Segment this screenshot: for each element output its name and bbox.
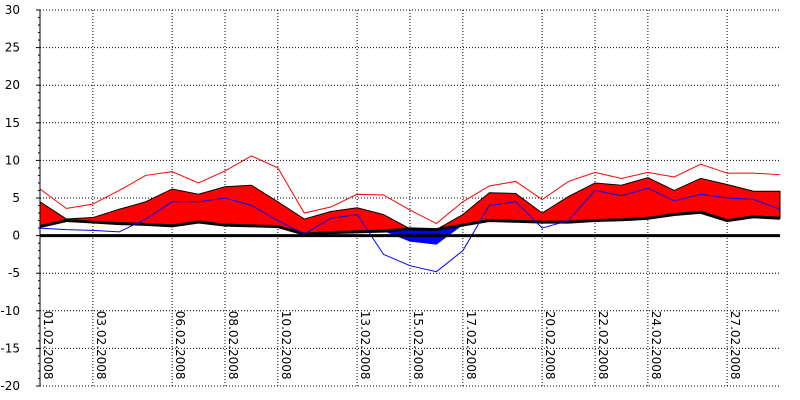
x-tick-label: 27.02.2008 (728, 311, 742, 380)
x-tick-label: 15.02.2008 (411, 311, 425, 380)
y-tick-label: 20 (5, 78, 20, 92)
y-tick-label: -10 (0, 304, 20, 318)
x-tick-label: 08.02.2008 (226, 311, 240, 380)
max-line (39, 155, 781, 225)
lower-bound-line (39, 210, 781, 236)
series-lines (39, 155, 781, 273)
min-line (39, 187, 781, 273)
x-tick-label: 22.02.2008 (596, 311, 610, 380)
x-tick-label: 01.02.2008 (41, 311, 55, 380)
axes (36, 9, 780, 387)
x-tick-label: 06.02.2008 (173, 311, 187, 380)
x-tick-labels: 01.02.2008 03.02.2008 06.02.2008 08.02.2008… (41, 311, 742, 380)
y-tick-label: -5 (8, 266, 20, 280)
y-tick-labels: 30 25 20 15 10 5 0 -5 -10 -15 -20 (0, 3, 20, 393)
x-tick-label: 24.02.2008 (649, 311, 663, 380)
x-tick-label: 13.02.2008 (358, 311, 372, 380)
y-tick-label: -15 (0, 341, 20, 355)
y-tick-label: 10 (5, 153, 20, 167)
y-tick-label: 25 (5, 41, 20, 55)
y-tick-label: 0 (12, 229, 20, 243)
x-tick-label: 03.02.2008 (94, 311, 108, 380)
y-tick-label: 15 (5, 116, 20, 130)
y-tick-label: -20 (0, 379, 20, 393)
negative-area (40, 212, 780, 245)
x-tick-label: 10.02.2008 (279, 311, 293, 380)
x-tick-label: 20.02.2008 (543, 311, 557, 380)
y-tick-label: 5 (12, 191, 20, 205)
y-tick-label: 30 (5, 3, 20, 17)
x-tick-label: 17.02.2008 (464, 311, 478, 380)
